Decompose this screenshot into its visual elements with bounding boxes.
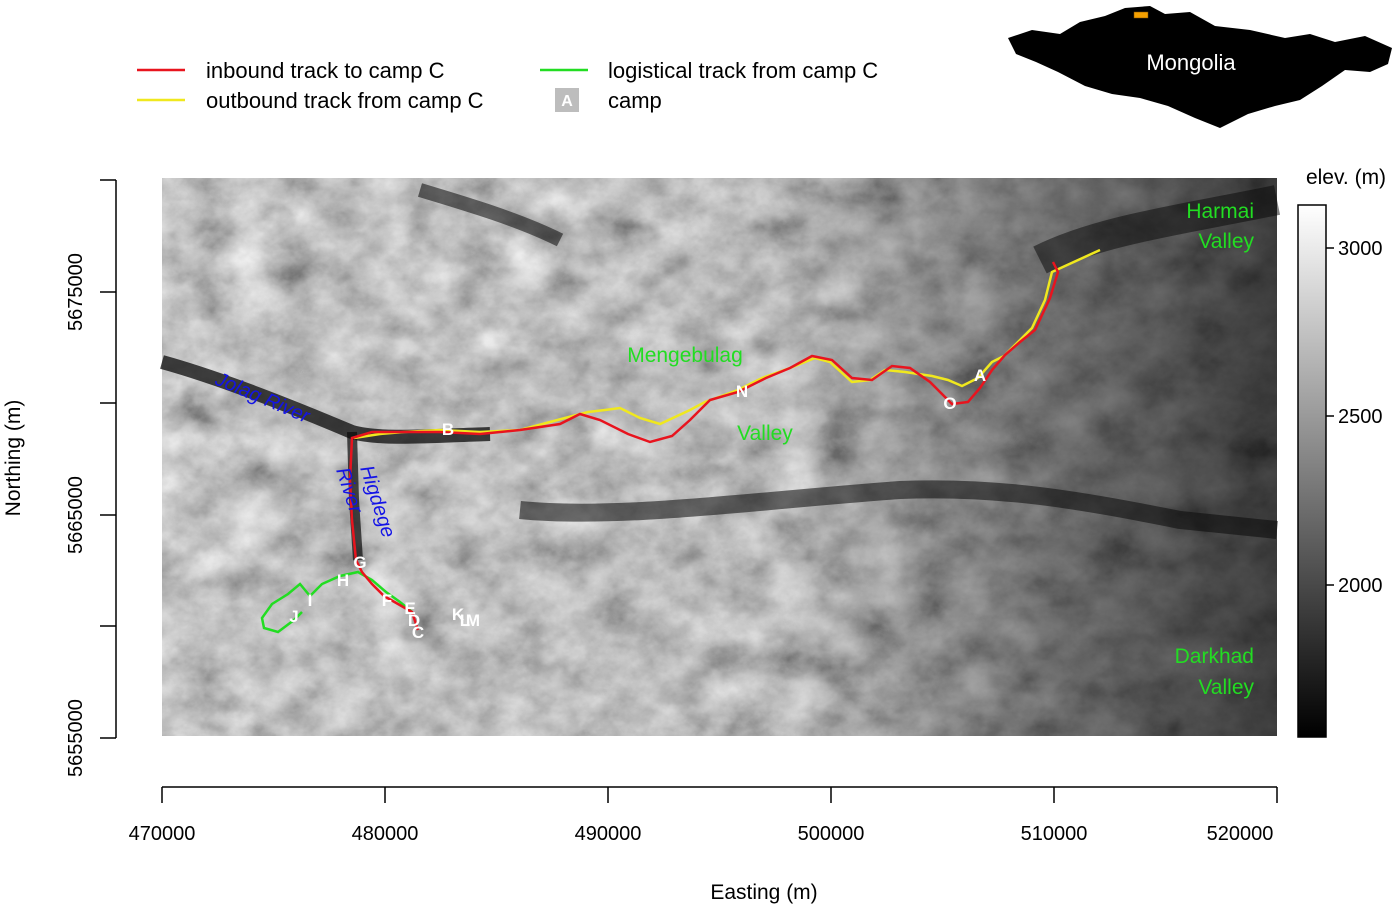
- y-tick-label-5675000: 5675000: [65, 253, 87, 331]
- camp-m: M: [466, 611, 480, 630]
- x-tick-label-490000: 490000: [575, 823, 642, 845]
- harmai-valley-label-line2: Valley: [1198, 230, 1254, 253]
- camp-g: G: [353, 553, 366, 572]
- mongolia-inset: Mongolia: [1008, 6, 1392, 128]
- legend: inbound track to camp C outbound track f…: [137, 58, 878, 113]
- logistical-track: [260, 570, 413, 634]
- camp-k: K: [452, 605, 465, 624]
- higdege-river-valley: [347, 431, 363, 561]
- legend-camp-symbol: A: [561, 93, 573, 110]
- valley-labels: Harmai Valley Mengebulag Valley Darkhad …: [627, 200, 1254, 699]
- darkhad-valley-label-line1: Darkhad: [1175, 645, 1254, 668]
- legend-logistical-label: logistical track from camp C: [608, 58, 878, 83]
- mengebulag-valley-label: Mengebulag: [627, 344, 743, 367]
- inbound-track: [348, 261, 1060, 631]
- x-axis-title: Easting (m): [710, 881, 817, 904]
- x-tick-label-500000: 500000: [798, 823, 865, 845]
- x-tick-label-480000: 480000: [352, 823, 419, 845]
- tracks: [260, 248, 1101, 634]
- elevation-map: [160, 178, 1281, 736]
- camps: A B C D E F G H I J K L M N O: [289, 366, 986, 642]
- inset-label: Mongolia: [1146, 50, 1236, 75]
- camp-e: E: [404, 599, 415, 618]
- x-tick-label-520000: 520000: [1207, 823, 1274, 845]
- mengebulag-valley-label-line2: Valley: [737, 422, 793, 445]
- study-area-marker: [1133, 11, 1149, 19]
- northern-valley: [417, 183, 564, 247]
- mongolia-silhouette: [1008, 6, 1392, 128]
- camp-f: F: [382, 591, 392, 610]
- legend-camp-label: camp: [608, 88, 662, 113]
- y-tick-label-5665000: 5665000: [65, 476, 87, 554]
- camp-l: L: [460, 611, 470, 630]
- camp-b: B: [442, 420, 454, 439]
- x-axis: 470000 480000 490000 500000 510000 52000…: [129, 786, 1278, 904]
- camp-j: J: [289, 607, 298, 626]
- y-tick-label-5655000: 5655000: [65, 699, 87, 777]
- x-tick-label-510000: 510000: [1021, 823, 1088, 845]
- southern-valley: [519, 480, 1278, 539]
- legend-inbound-label: inbound track to camp C: [206, 58, 445, 83]
- colorbar-tick-label-2500: 2500: [1338, 406, 1383, 428]
- camp-d: D: [408, 611, 420, 630]
- camp-c: C: [412, 623, 424, 642]
- harmai-valley-label-line1: Harmai: [1186, 200, 1254, 223]
- legend-camp-swatch: [555, 88, 579, 112]
- elevation-colorbar: elev. (m) 3000 2500 2000: [1297, 166, 1386, 738]
- y-axis-title: Northing (m): [2, 400, 25, 517]
- jolag-river-valley: [160, 355, 491, 444]
- colorbar-title: elev. (m): [1306, 166, 1386, 189]
- legend-outbound-label: outbound track from camp C: [206, 88, 484, 113]
- colorbar-tick-label-3000: 3000: [1338, 238, 1383, 260]
- camp-a: A: [974, 366, 986, 385]
- colorbar-tick-label-2000: 2000: [1338, 575, 1383, 597]
- camp-i: I: [308, 591, 313, 610]
- x-tick-label-470000: 470000: [129, 823, 196, 845]
- camp-h: H: [337, 571, 349, 590]
- camp-n: N: [736, 382, 748, 401]
- harmai-valley-floor: [1033, 185, 1281, 274]
- dem-east-shade: [162, 178, 1277, 736]
- camp-o: O: [943, 394, 956, 413]
- colorbar-gradient: [1297, 204, 1327, 738]
- y-axis: 5675000 5665000 5655000 Northing (m): [2, 179, 117, 777]
- darkhad-valley-label-line2: Valley: [1198, 676, 1254, 699]
